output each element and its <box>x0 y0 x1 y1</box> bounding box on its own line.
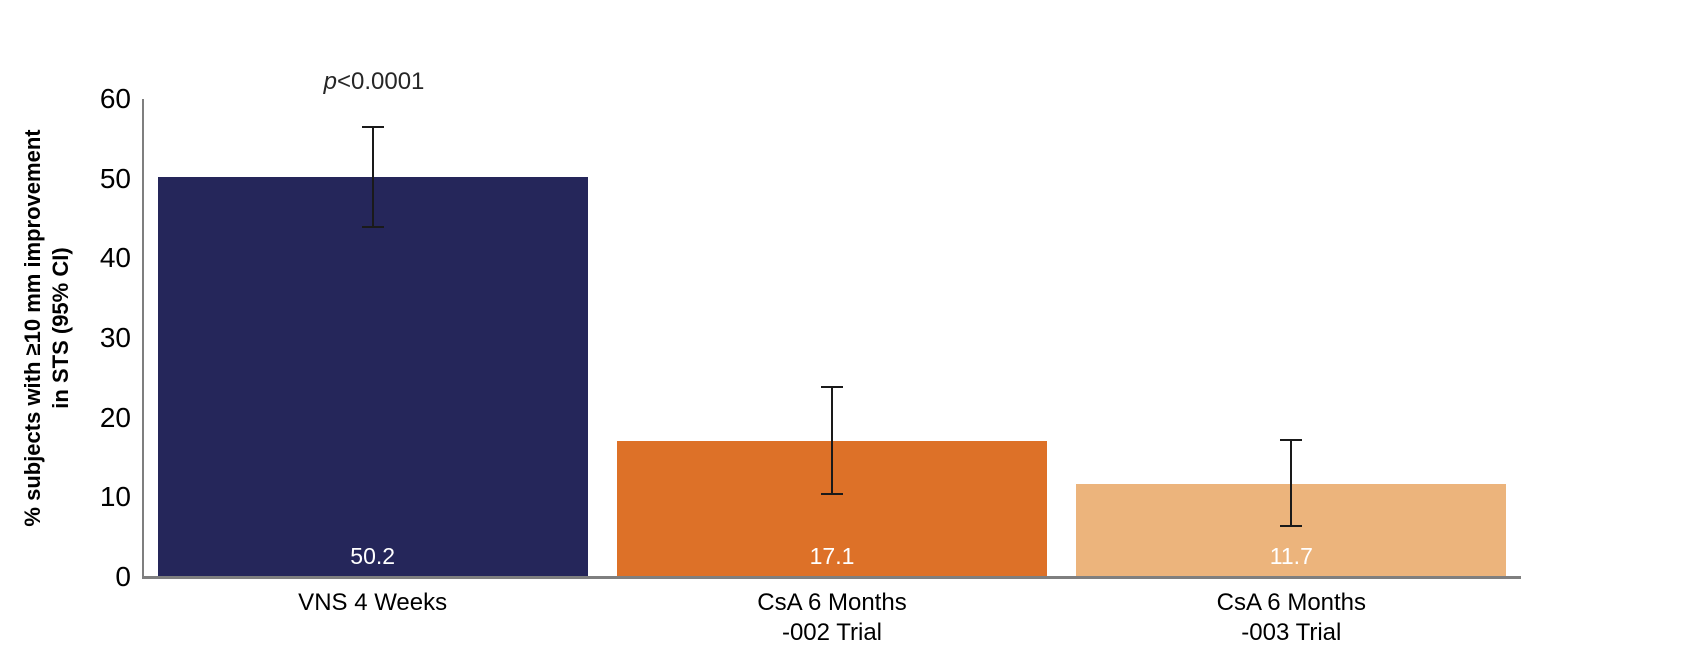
y-tick-label: 60 <box>99 83 131 114</box>
x-axis-category-label-line: -002 Trial <box>781 619 883 646</box>
x-axis-category-label: VNS 4 Weeks <box>298 588 447 618</box>
p-value-annotation: p<0.0001 <box>324 68 425 96</box>
y-axis-title: % subjects with ≥10 mm improvement in ST… <box>19 129 75 526</box>
bar <box>157 177 588 576</box>
x-axis-category-label-line: VNS 4 Weeks <box>298 589 448 616</box>
bar-value-label: 50.2 <box>350 543 396 569</box>
error-bar <box>831 387 833 495</box>
error-bar-cap <box>1280 525 1303 527</box>
x-axis-category-label: CsA 6 Months -003 Trial <box>1217 588 1366 648</box>
y-tick-label: 40 <box>99 242 131 274</box>
bar-value-label: 11.7 <box>1269 543 1313 569</box>
error-bar-cap <box>821 493 843 496</box>
y-tick-label: 50 <box>99 162 131 194</box>
x-axis-line <box>142 576 1521 579</box>
y-axis-title-line-1: % subjects with ≥10 mm improvement <box>20 129 45 527</box>
y-tick-label: 20 <box>99 401 131 433</box>
x-axis-category-label-line: CsA 6 Months <box>1216 589 1367 616</box>
y-tick-label: 30 <box>99 322 131 353</box>
p-value-text: <0.0001 <box>336 68 425 95</box>
y-tick-label: 0 <box>115 561 131 592</box>
x-axis-category-label-line: CsA 6 Months <box>757 589 907 616</box>
error-bar-cap <box>1280 438 1303 441</box>
y-axis-line <box>142 99 144 579</box>
x-axis-category-label: CsA 6 Months -002 Trial <box>757 588 906 648</box>
bar-value-label: 17.1 <box>809 543 855 569</box>
error-bar <box>371 126 374 228</box>
error-bar-cap <box>821 386 843 389</box>
error-bar-cap <box>361 125 384 128</box>
error-bar <box>1290 439 1293 526</box>
y-tick-label: 10 <box>99 481 131 513</box>
error-bar-cap <box>361 226 384 229</box>
p-value-prefix: p <box>323 68 337 95</box>
x-axis-category-label-line: -003 Trial <box>1241 619 1342 646</box>
